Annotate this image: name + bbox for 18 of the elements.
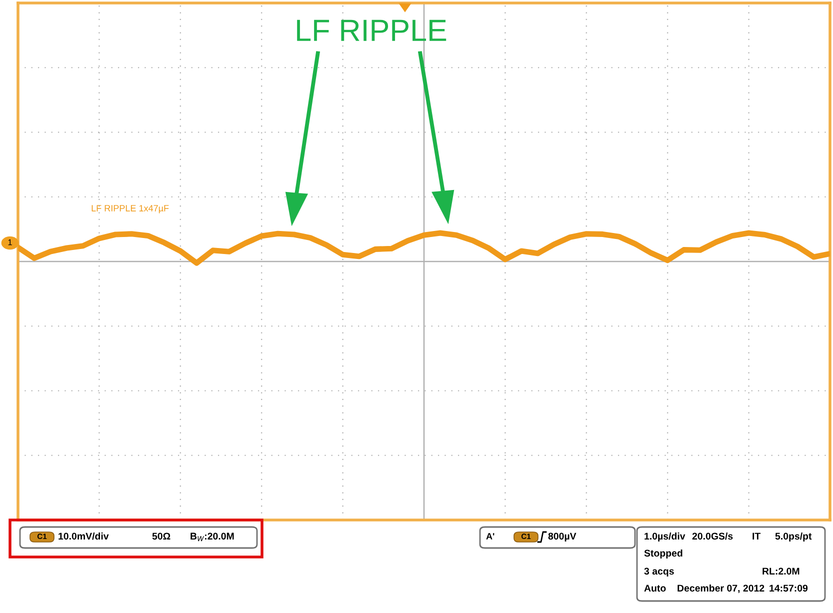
- text: 3 acqs: [644, 568, 674, 577]
- text: Stopped: [644, 549, 682, 559]
- text: December 07, 2012: [678, 584, 764, 594]
- text: 800µV: [548, 532, 576, 542]
- text: 20.0GS/s: [692, 532, 733, 540]
- chart-title: LF RIPPLE: [297, 20, 446, 41]
- text: Auto: [644, 584, 666, 592]
- text: A': [486, 533, 494, 540]
- text: 10.0mV/div: [58, 532, 109, 540]
- text: LF RIPPLE 1x47µF: [92, 205, 169, 214]
- text: B$_{W}$:20.0M: [190, 532, 234, 542]
- text: IT: [752, 532, 761, 540]
- text: 1: [8, 239, 12, 246]
- text: 50Ω: [152, 532, 170, 540]
- text: 1.0µs/div: [644, 532, 686, 542]
- text: 14:57:09: [770, 584, 808, 592]
- text: RL:2.0M: [762, 568, 800, 575]
- text: 5.0ps/pt: [775, 532, 812, 542]
